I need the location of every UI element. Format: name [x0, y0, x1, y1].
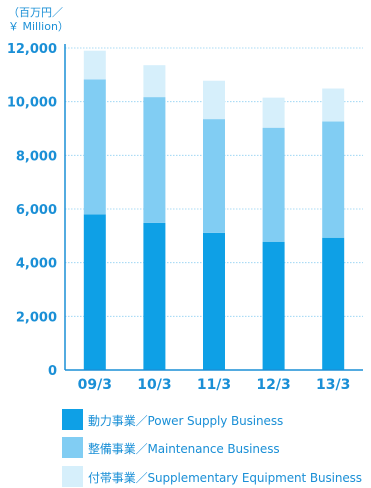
unit-label-line1: （百万円／ [8, 6, 63, 19]
legend-label: 付帯事業／Supplementary Equipment Business [88, 471, 362, 485]
unit-label: （百万円／ ￥ Million） [8, 6, 69, 34]
legend-swatch [62, 437, 83, 458]
y-tick-labels: 0 2,000 4,000 6,000 8,000 10,000 12,000 [7, 42, 57, 379]
bar-segment [83, 214, 106, 370]
bar-segment [203, 80, 225, 120]
legend-item: 付帯事業／Supplementary Equipment Business [62, 466, 371, 488]
stacked-bar-chart: 0 2,000 4,000 6,000 8,000 10,000 12,000 09/3 10… [7, 42, 363, 393]
legend-swatch [62, 466, 83, 487]
bar-segment [322, 88, 345, 122]
y-tick-label: 4,000 [16, 257, 57, 272]
y-tick-label: 6,000 [16, 203, 57, 218]
y-tick-label: 8,000 [16, 149, 57, 164]
y-tick-label: 12,000 [7, 42, 57, 57]
bar-segment [203, 119, 225, 233]
bar-segment [143, 65, 166, 98]
bar-segment [143, 222, 166, 370]
bar-segment [143, 97, 166, 223]
axes [64, 44, 363, 371]
bar-segment [322, 121, 345, 238]
bar-segment [262, 241, 285, 370]
bar-segment [262, 127, 285, 242]
legend-swatch [62, 409, 83, 430]
bar-segment [262, 97, 285, 128]
legend-item: 整備事業／Maintenance Business [62, 437, 371, 459]
legend-item: 動力事業／Power Supply Business [62, 409, 371, 431]
legend-label: 動力事業／Power Supply Business [88, 414, 284, 428]
bar-segment [83, 50, 106, 80]
legend-label: 整備事業／Maintenance Business [88, 442, 280, 456]
bar-segment [322, 237, 345, 370]
x-tick-label: 11/3 [197, 377, 231, 393]
bar-segment [203, 232, 225, 370]
x-tick-label: 12/3 [256, 377, 290, 393]
x-tick-label: 10/3 [137, 377, 171, 393]
bars [83, 50, 345, 370]
x-tick-label: 13/3 [316, 377, 350, 393]
x-tick-label: 09/3 [78, 377, 112, 393]
y-tick-label: 10,000 [7, 96, 57, 111]
y-tick-label: 2,000 [16, 310, 57, 325]
y-tick-label: 0 [48, 364, 57, 379]
x-tick-labels: 09/3 10/3 11/3 12/3 13/3 [78, 377, 351, 393]
unit-label-line2: ￥ Million） [8, 20, 69, 33]
bar-segment [83, 79, 106, 215]
